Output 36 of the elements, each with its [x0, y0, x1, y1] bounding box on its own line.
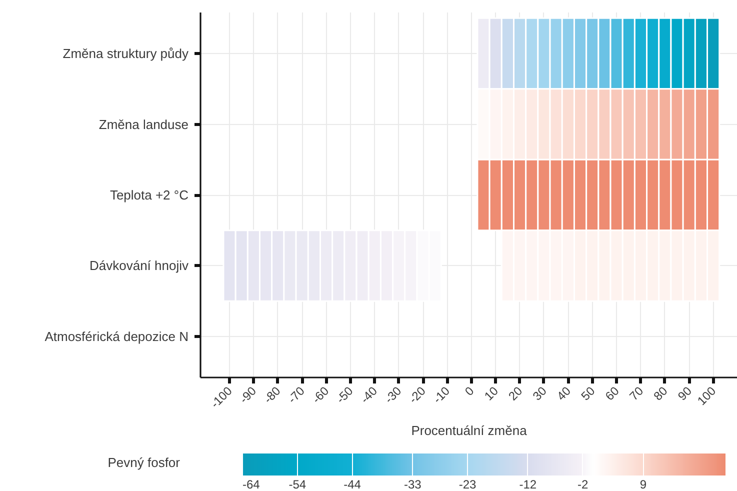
- y-tick-label: Dávkování hnojiv: [90, 258, 189, 274]
- x-tick-label: -50: [334, 384, 356, 406]
- x-tick-label: -90: [236, 384, 260, 406]
- color-bar-label: -2: [577, 478, 588, 491]
- color-bar-title: Pevný fosfor: [108, 454, 180, 472]
- x-tick-label: -40: [358, 384, 380, 406]
- x-tick-label: -70: [285, 384, 308, 406]
- x-tick-label: 90: [675, 384, 695, 404]
- color-bar-label: -64: [242, 478, 260, 491]
- x-axis-title: Procentuální změna: [411, 422, 528, 438]
- x-tick-label: 20: [506, 384, 526, 404]
- y-tick-label: Změna landuse: [98, 116, 189, 132]
- color-bar-label: -33: [404, 478, 422, 491]
- color-bar-label: -12: [519, 478, 537, 491]
- x-tick-label: 100: [694, 384, 719, 408]
- x-tick-label: -60: [309, 384, 332, 406]
- y-tick-label: Teplota +2 °C: [110, 188, 189, 202]
- color-bar-label: -44: [344, 478, 362, 491]
- color-bar-label: -54: [288, 478, 306, 491]
- x-tick-label: -80: [261, 384, 284, 406]
- x-tick-label: 70: [626, 384, 646, 404]
- x-tick-label: -10: [430, 384, 453, 406]
- x-tick-label: 60: [602, 384, 622, 404]
- color-bar-label: 9: [640, 478, 647, 491]
- x-tick-label: 40: [554, 384, 574, 404]
- x-tick-label: -100: [208, 384, 236, 411]
- y-tick-label: Změna struktury půdy: [62, 46, 189, 62]
- x-tick-label: -30: [382, 384, 404, 406]
- y-tick-label: Atmosférická depozice N: [44, 328, 188, 344]
- x-tick-label: 10: [482, 384, 502, 404]
- x-tick-label: 80: [650, 384, 670, 404]
- x-tick-label: 30: [530, 384, 550, 404]
- color-bar-label: -23: [458, 478, 477, 491]
- x-tick-label: 0: [462, 384, 477, 399]
- x-tick-label: 50: [578, 384, 598, 404]
- x-tick-label: -20: [406, 384, 429, 406]
